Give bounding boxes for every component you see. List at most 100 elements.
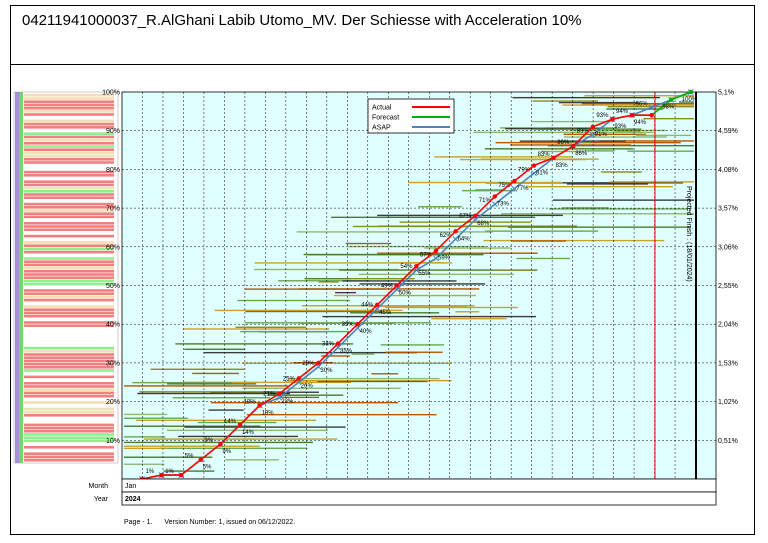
task-row xyxy=(24,170,114,174)
task-row xyxy=(24,362,114,366)
task-row xyxy=(24,193,114,196)
data-label-asap: 34% xyxy=(322,341,335,347)
gantt-bar xyxy=(584,95,694,97)
task-row xyxy=(24,295,114,299)
y-tick-label-right: 1,02% xyxy=(718,399,738,406)
data-label-actual: 19% xyxy=(262,410,275,416)
task-row xyxy=(24,158,114,161)
gantt-bar xyxy=(351,353,375,355)
task-row xyxy=(24,372,114,375)
task-row xyxy=(24,190,114,193)
gantt-bar xyxy=(512,96,660,99)
gantt-bar xyxy=(240,330,350,333)
task-row xyxy=(24,228,114,231)
gantt-bar xyxy=(287,379,452,382)
task-row xyxy=(24,308,114,311)
task-row xyxy=(24,436,114,439)
gantt-bar xyxy=(254,268,399,271)
page-footer: Page - 1. Version Number: 1, issued on 0… xyxy=(124,519,305,526)
task-row xyxy=(24,254,114,257)
task-row xyxy=(24,238,114,241)
gantt-bar xyxy=(124,413,168,416)
y-axis-right: 0,51% 1,02% 1,53% 2,04% 2,55% 3,06% 3,57% 4,08%… xyxy=(718,90,738,445)
gantt-bar xyxy=(377,252,538,254)
data-point-forecast xyxy=(688,89,693,95)
legend: Actual Forecast ASAP xyxy=(367,98,455,134)
task-row xyxy=(24,282,114,286)
gantt-bar xyxy=(132,381,232,384)
data-label-asap: 62% xyxy=(440,233,453,239)
y-tick-label-right: 4,59% xyxy=(718,128,738,135)
data-label-asap: 83% xyxy=(538,152,551,158)
month-row xyxy=(121,478,717,493)
gantt-bar xyxy=(124,385,288,387)
task-row xyxy=(24,334,114,337)
gantt-bar xyxy=(346,278,415,280)
title-divider xyxy=(10,64,755,65)
data-label-asap: 89% xyxy=(577,129,590,135)
task-row xyxy=(24,151,114,155)
task-row xyxy=(24,183,114,187)
y-tick-label-right: 2,55% xyxy=(718,283,738,290)
task-row xyxy=(24,401,114,404)
gantt-bar xyxy=(526,185,674,188)
gantt-bar xyxy=(359,283,486,285)
data-label-asap: 1% xyxy=(165,469,174,475)
task-row xyxy=(24,433,114,436)
task-row xyxy=(24,161,114,164)
gantt-bar xyxy=(333,294,476,297)
gantt-bar xyxy=(558,101,638,104)
gantt-bar xyxy=(303,253,440,256)
task-row xyxy=(24,452,114,455)
data-label-asap: 25% xyxy=(283,376,296,382)
task-row xyxy=(24,356,114,359)
task-row xyxy=(24,414,114,417)
gantt-bar xyxy=(242,387,401,389)
data-label-asap: 39% xyxy=(342,322,355,328)
task-row xyxy=(24,359,114,363)
gantt-bar xyxy=(183,381,352,384)
task-row xyxy=(24,206,114,209)
task-row xyxy=(24,410,114,414)
data-label-actual: 35% xyxy=(340,349,353,355)
y-tick-label-left: 40% xyxy=(106,322,120,329)
data-label-actual: 91% xyxy=(595,132,608,138)
task-row xyxy=(24,257,114,260)
task-row xyxy=(24,289,114,292)
task-row xyxy=(24,110,114,113)
task-row xyxy=(24,321,114,324)
data-label-asap: 44% xyxy=(361,303,374,309)
gantt-bar xyxy=(143,438,338,440)
data-label-asap: 29% xyxy=(302,361,315,367)
gantt-bar xyxy=(184,348,245,351)
y-tick-label-left: 70% xyxy=(106,206,120,213)
gantt-bar xyxy=(214,309,403,312)
footer-page-number: Page - 1. xyxy=(124,519,153,526)
data-label-actual: 59% xyxy=(438,256,451,262)
gantt-bar xyxy=(627,150,694,152)
gantt-bar xyxy=(246,413,437,416)
month-row-label: Month xyxy=(89,483,109,490)
task-row xyxy=(24,423,114,427)
gantt-bar xyxy=(510,144,632,146)
gantt-bar xyxy=(350,312,440,314)
task-row xyxy=(24,449,114,452)
task-row xyxy=(24,122,114,126)
gantt-bar xyxy=(424,247,511,249)
gantt-bar xyxy=(511,240,566,242)
gantt-bar xyxy=(407,181,563,184)
month-value: Jan xyxy=(125,483,136,490)
task-row xyxy=(24,234,114,238)
gantt-bar xyxy=(561,207,609,209)
data-label-actual: 68% xyxy=(477,221,490,227)
gantt-bar xyxy=(581,102,694,105)
gantt-bar xyxy=(455,311,480,313)
data-label-asap: 79% xyxy=(518,167,531,173)
task-row xyxy=(24,145,114,148)
task-row xyxy=(24,202,114,206)
gantt-bar xyxy=(278,280,370,282)
gantt-bar xyxy=(345,242,392,245)
gantt-bar xyxy=(431,317,507,320)
data-label-actual: 40% xyxy=(360,329,373,335)
